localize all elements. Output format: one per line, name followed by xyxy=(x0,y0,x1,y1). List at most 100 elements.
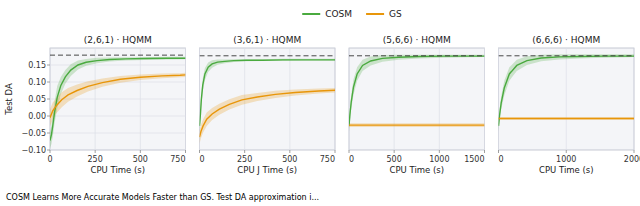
band xyxy=(50,73,186,126)
data-group xyxy=(349,55,485,132)
panel: 0 250 500 750 −0.10 −0.05 0.00 0.05 0.10 0.15 (2,6… xyxy=(4,35,186,175)
tick xyxy=(199,150,200,153)
tick xyxy=(95,150,96,153)
line xyxy=(349,56,485,126)
tick-label: 0 xyxy=(47,155,52,164)
tick xyxy=(47,65,50,66)
tick-label: −0.10 xyxy=(21,146,46,155)
legend-item: COSM xyxy=(302,9,352,19)
reference-line xyxy=(200,55,336,56)
reference-line xyxy=(50,55,186,56)
tick-label: −0.05 xyxy=(21,129,46,138)
data-group xyxy=(499,54,635,131)
line xyxy=(200,90,336,137)
figure: 0 250 500 750 −0.10 −0.05 0.00 0.05 0.10 0.15 (2,6… xyxy=(0,0,640,206)
data-group xyxy=(50,55,186,148)
grid-line xyxy=(439,48,440,150)
grid-line xyxy=(50,150,186,151)
tick-label: 0 xyxy=(349,155,354,164)
grid-line xyxy=(634,48,635,150)
tick xyxy=(140,150,141,153)
data-group xyxy=(200,56,336,144)
grid-line xyxy=(498,48,499,150)
grid-line xyxy=(335,48,336,150)
band xyxy=(200,88,336,144)
band xyxy=(349,55,485,132)
tick-label: 750 xyxy=(170,155,185,164)
tick-label: 0.10 xyxy=(28,78,46,87)
panel-title: (3,6,1) · HQMM xyxy=(233,35,301,45)
panel: 0 250 500 750 (3,6,1) · HQMM CPU J Time (s) xyxy=(200,35,336,175)
tick-label: 1000 xyxy=(556,155,576,164)
grid-line xyxy=(349,48,350,150)
tick-label: 0.00 xyxy=(28,112,46,121)
tick xyxy=(47,133,50,134)
line xyxy=(499,56,635,126)
tick xyxy=(566,150,567,153)
tick xyxy=(244,150,245,153)
tick-label: 0.15 xyxy=(28,61,46,70)
grid-line xyxy=(50,116,186,117)
band xyxy=(349,123,485,127)
tick xyxy=(47,99,50,100)
x-label: CPU Time (s) xyxy=(90,165,145,175)
legend-swatch xyxy=(302,13,320,15)
plot-frame xyxy=(200,48,336,150)
tick-label: 250 xyxy=(237,155,252,164)
panel-title: (5,6,6) · HQMM xyxy=(383,35,451,45)
panel-title: (6,6,6) · HQMM xyxy=(532,35,600,45)
legend-label: GS xyxy=(389,9,402,19)
tick xyxy=(47,82,50,83)
x-label: CPU Time (s) xyxy=(389,165,444,175)
x-label: CPU Time (s) xyxy=(539,165,594,175)
tick-label: 750 xyxy=(320,155,335,164)
legend-item: GS xyxy=(366,9,402,19)
panel: 0 1000 2000 (6,6,6) · HQMM CPU Time (s) xyxy=(499,35,640,175)
legend-label: COSM xyxy=(325,9,352,19)
tick-label: 1500 xyxy=(464,155,484,164)
tick xyxy=(484,150,485,153)
tick xyxy=(47,116,50,117)
tick xyxy=(498,150,499,153)
reference-line xyxy=(499,55,635,56)
panel-title: (2,6,1) · HQMM xyxy=(84,35,152,45)
band xyxy=(50,57,186,148)
tick-label: 0 xyxy=(200,155,205,164)
tick xyxy=(50,150,51,153)
tick-label: 500 xyxy=(282,155,297,164)
x-label: CPU J Time (s) xyxy=(237,165,297,175)
tick xyxy=(394,150,395,153)
tick-label: 2000 xyxy=(624,155,640,164)
plot-frame xyxy=(499,48,635,150)
tick xyxy=(47,150,50,151)
grid-line xyxy=(289,48,290,150)
line xyxy=(499,118,635,119)
caption: COSM Learns More Accurate Models Faster … xyxy=(6,193,319,202)
tick xyxy=(439,150,440,153)
legend: COSM GS xyxy=(302,9,402,19)
tick xyxy=(634,150,635,153)
plot-frame xyxy=(349,48,485,150)
tick-label: 0.05 xyxy=(28,95,46,104)
plot-frame xyxy=(50,48,186,150)
tick-label: 500 xyxy=(133,155,148,164)
band xyxy=(499,54,635,131)
line xyxy=(50,75,186,118)
y-label: Test DA xyxy=(4,83,14,116)
band xyxy=(499,117,635,120)
tick-label: 250 xyxy=(88,155,103,164)
tick xyxy=(289,150,290,153)
grid-line xyxy=(484,48,485,150)
grid-line xyxy=(394,48,395,150)
grid-line xyxy=(50,133,186,134)
line xyxy=(349,124,485,125)
line xyxy=(200,60,336,126)
tick-label: 500 xyxy=(387,155,402,164)
reference-line xyxy=(349,55,485,56)
panel: 050010001500(5,6,6) · HQMMCPU Time (s) xyxy=(349,35,485,175)
tick xyxy=(335,150,336,153)
tick-label: 0 xyxy=(499,155,504,164)
tick xyxy=(349,150,350,153)
line xyxy=(50,58,186,140)
grid-line xyxy=(566,48,567,150)
